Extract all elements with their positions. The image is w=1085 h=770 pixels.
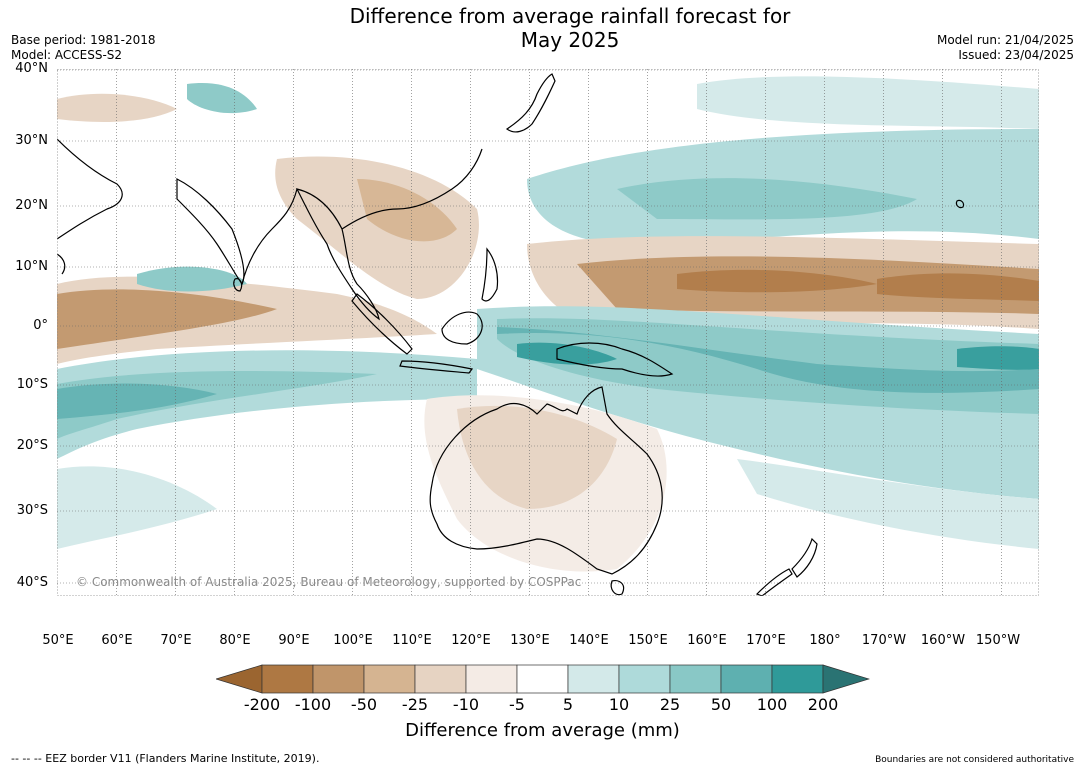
lat-label-10n: 10°N [15, 259, 48, 274]
colorbar-swatch [567, 664, 620, 694]
coastlines [57, 73, 965, 596]
australia-coastline [429, 386, 663, 575]
lon-label-170w: 170°W [861, 633, 907, 648]
boundaries-disclaimer: Boundaries are not considered authoritat… [875, 755, 1074, 765]
lon-label-150w: 150°W [975, 633, 1021, 648]
colorbar-swatch [720, 664, 773, 694]
lon-label-90e: 90°E [278, 633, 310, 648]
lat-label-0: 0° [33, 318, 48, 333]
colorbar-label: -50 [350, 695, 378, 714]
colorbar-label: -25 [401, 695, 429, 714]
japan-coastline [505, 73, 556, 133]
lon-label-150e: 150°E [628, 633, 668, 648]
lat-label-20n: 20°N [15, 198, 48, 213]
colorbar-label: 10 [608, 695, 630, 714]
colorbar-extend-low [216, 664, 263, 694]
map-title-line2: May 2025 [520, 28, 620, 52]
meta-right: Model run: 21/04/2025 Issued: 23/04/2025 [937, 33, 1074, 63]
colorbar-label: -5 [509, 695, 525, 714]
lon-label-180: 180° [809, 633, 841, 648]
copyright-text: © Commonwealth of Australia 2025, Bureau… [76, 575, 582, 589]
colorbar-extend-high [822, 664, 870, 694]
lon-label-170e: 170°E [746, 633, 786, 648]
map-title-line1: Difference from average rainfall forecas… [349, 4, 791, 28]
lon-label-140e: 140°E [569, 633, 609, 648]
base-period-text: Base period: 1981-2018 [11, 33, 156, 47]
tasmania-coastline [610, 579, 625, 596]
colorbar-swatch [261, 664, 314, 694]
lon-label-160e: 160°E [687, 633, 727, 648]
colorbar-label: -200 [243, 695, 281, 714]
colorbar-label: 50 [710, 695, 732, 714]
lat-label-10s: 10°S [16, 377, 48, 392]
colorbar-label: 200 [807, 695, 839, 714]
india-east-coastline [241, 188, 298, 285]
model-text: Model: ACCESS-S2 [11, 48, 123, 62]
sri-lanka-coastline [233, 278, 243, 292]
lat-label-40n: 40°N [15, 61, 48, 76]
new-zealand-north-coastline [791, 537, 818, 578]
colorbar-swatch [618, 664, 671, 694]
graticule [57, 69, 1039, 596]
lon-label-110e: 110°E [392, 633, 432, 648]
model-run-text: Model run: 21/04/2025 [936, 33, 1074, 47]
colorbar-label: -10 [452, 695, 480, 714]
anomaly-shading [57, 76, 1039, 572]
colorbar-swatch [312, 664, 365, 694]
lon-label-50e: 50°E [42, 633, 74, 648]
sumatra-coastline [351, 293, 413, 355]
rainfall-anomaly-map [57, 69, 1039, 596]
colorbar-label: -100 [294, 695, 332, 714]
lon-label-120e: 120°E [451, 633, 491, 648]
colorbar-swatch [516, 664, 569, 694]
lon-label-100e: 100°E [333, 633, 373, 648]
new-guinea-coastline [556, 342, 674, 377]
colorbar-label: 100 [756, 695, 788, 714]
colorbar-label: 25 [659, 695, 681, 714]
borneo-coastline [441, 311, 483, 345]
meta-left: Base period: 1981-2018 Model: ACCESS-S2 [11, 33, 156, 63]
lat-label-30n: 30°N [15, 133, 48, 148]
philippines-coastline [481, 247, 499, 302]
lat-label-40s: 40°S [16, 575, 48, 590]
colorbar-swatch [465, 664, 518, 694]
lat-label-30s: 30°S [16, 503, 48, 518]
colorbar-swatch [363, 664, 416, 694]
arabia-coastline [57, 138, 123, 240]
china-coastline [341, 148, 483, 230]
issued-text: Issued: 23/04/2025 [958, 48, 1074, 62]
lon-label-80e: 80°E [219, 633, 251, 648]
lon-label-130e: 130°E [510, 633, 550, 648]
colorbar-swatch [669, 664, 722, 694]
colorbar-swatch [771, 664, 824, 694]
map-border [57, 69, 1039, 596]
lon-label-60e: 60°E [101, 633, 133, 648]
new-zealand-south-coastline [755, 568, 793, 596]
colorbar [216, 664, 870, 694]
hawaii-coastline [955, 199, 965, 209]
colorbar-swatch [414, 664, 467, 694]
eez-footnote: -- -- -- EEZ border V11 (Flanders Marine… [11, 752, 320, 765]
map-title: Difference from average rainfall forecas… [0, 4, 1085, 52]
colorbar-label: 5 [562, 695, 574, 714]
java-coastline [399, 360, 474, 374]
lat-label-20s: 20°S [16, 438, 48, 453]
africa-horn-coastline [57, 253, 66, 275]
lon-label-160w: 160°W [920, 633, 966, 648]
lon-label-70e: 70°E [160, 633, 192, 648]
colorbar-title: Difference from average (mm) [405, 720, 680, 741]
